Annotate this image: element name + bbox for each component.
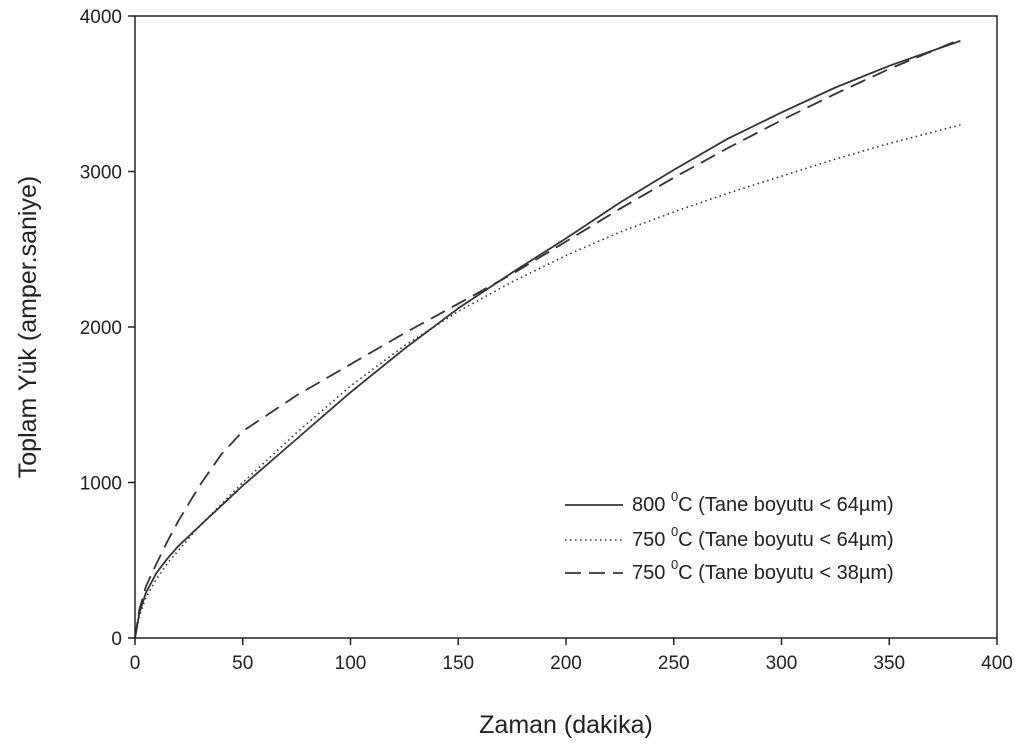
legend-text-part: µ	[859, 494, 871, 516]
legend-text-part: 0	[671, 489, 678, 504]
y-tick-label: 0	[111, 629, 122, 650]
legend-text-part: C (Tane boyutu < 64	[678, 494, 859, 516]
series-line-1	[134, 40, 961, 639]
legend-text-part: 750	[632, 529, 671, 551]
x-tick-label: 0	[130, 653, 141, 674]
legend-label-1: 800 0C (Tane boyutu < 64µm)	[632, 489, 894, 516]
legend-text-part: 750	[632, 562, 671, 584]
legend-text-part: C (Tane boyutu < 64	[678, 529, 859, 551]
x-tick-label: 350	[873, 653, 905, 674]
legend-label-3: 750 0C (Tane boyutu < 38µm)	[632, 557, 894, 584]
x-tick-label: 300	[766, 653, 798, 674]
x-tick-label: 200	[550, 653, 582, 674]
y-tick-label: 2000	[80, 318, 122, 339]
legend-text-part: m)	[870, 529, 893, 551]
legend-text-part: 800	[632, 494, 671, 516]
legend-text-part: m)	[870, 494, 893, 516]
x-tick-label: 100	[335, 653, 367, 674]
legend-label-2: 750 0C (Tane boyutu < 64µm)	[632, 524, 894, 551]
legend-text-part: m)	[870, 562, 893, 584]
series-group	[134, 38, 961, 639]
legend: 800 0C (Tane boyutu < 64µm)750 0C (Tane …	[565, 489, 894, 584]
series-line-2	[134, 124, 961, 639]
y-tick-label: 1000	[80, 474, 122, 495]
legend-text-part: 0	[671, 557, 678, 572]
legend-text-part: µ	[859, 562, 871, 584]
legend-text-part: 0	[671, 524, 678, 539]
legend-text-part: µ	[859, 529, 871, 551]
y-tick-label: 4000	[80, 7, 122, 28]
x-tick-label: 400	[981, 653, 1013, 674]
legend-text-part: C (Tane boyutu < 38	[678, 562, 859, 584]
x-tick-label: 50	[232, 653, 253, 674]
y-axis-title: Toplam Yük (amper.saniye)	[14, 176, 42, 478]
series-line-3	[134, 38, 961, 639]
x-tick-label: 150	[442, 653, 474, 674]
x-axis-title: Zaman (dakika)	[479, 711, 653, 739]
x-tick-label: 250	[658, 653, 690, 674]
ticks: 0 50 100 150 200 250 300 350 4000100020003000400…	[80, 7, 1013, 674]
y-tick-label: 3000	[80, 163, 122, 184]
